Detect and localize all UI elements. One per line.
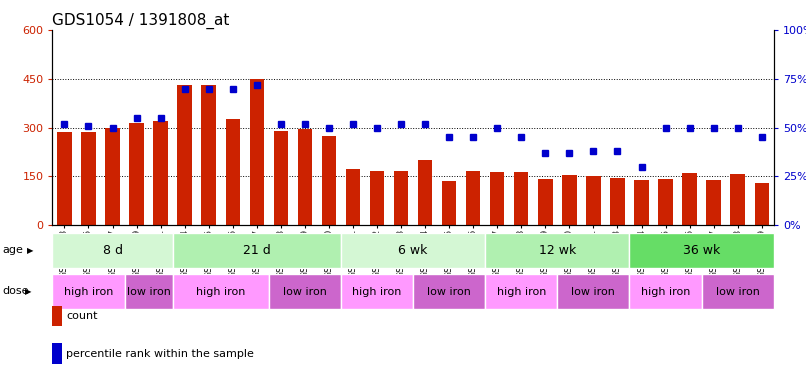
Bar — [172, 274, 268, 309]
Bar — [124, 274, 172, 309]
Bar — [562, 175, 576, 225]
Text: GDS1054 / 1391808_at: GDS1054 / 1391808_at — [52, 12, 230, 28]
Bar — [81, 132, 96, 225]
Bar — [153, 121, 168, 225]
Bar — [370, 171, 384, 225]
Bar — [52, 274, 125, 309]
Text: high iron: high iron — [64, 286, 113, 297]
Bar — [706, 180, 721, 225]
Bar — [683, 173, 697, 225]
Text: 36 wk: 36 wk — [683, 244, 721, 257]
Bar — [485, 232, 629, 268]
Bar — [629, 274, 701, 309]
Bar — [250, 79, 264, 225]
Bar — [273, 131, 288, 225]
Bar — [634, 180, 649, 225]
Bar — [341, 232, 485, 268]
Bar — [52, 232, 172, 268]
Text: ▶: ▶ — [25, 287, 31, 296]
Bar — [730, 174, 745, 225]
Bar — [586, 176, 600, 225]
Bar — [418, 160, 432, 225]
Bar — [346, 169, 360, 225]
Bar — [341, 274, 413, 309]
Bar — [701, 274, 774, 309]
Text: high iron: high iron — [641, 286, 690, 297]
Text: 6 wk: 6 wk — [398, 244, 428, 257]
Bar — [57, 132, 72, 225]
Bar — [202, 85, 216, 225]
Bar — [177, 85, 192, 225]
Bar — [659, 178, 673, 225]
Text: 12 wk: 12 wk — [538, 244, 576, 257]
Bar — [106, 128, 120, 225]
Text: low iron: low iron — [127, 286, 171, 297]
Bar — [226, 119, 240, 225]
Text: low iron: low iron — [427, 286, 471, 297]
Bar — [442, 181, 456, 225]
Text: 21 d: 21 d — [243, 244, 271, 257]
Text: high iron: high iron — [196, 286, 245, 297]
Text: dose: dose — [2, 286, 29, 296]
Bar — [413, 274, 485, 309]
Bar — [172, 232, 341, 268]
Bar — [129, 123, 143, 225]
Bar — [754, 183, 769, 225]
Bar — [538, 179, 553, 225]
Text: low iron: low iron — [571, 286, 615, 297]
Text: high iron: high iron — [496, 286, 546, 297]
Text: high iron: high iron — [352, 286, 401, 297]
Bar — [268, 274, 341, 309]
Text: ▶: ▶ — [27, 246, 34, 255]
Text: low iron: low iron — [716, 286, 759, 297]
Bar — [629, 232, 774, 268]
Bar — [322, 136, 336, 225]
Text: 8 d: 8 d — [102, 244, 123, 257]
Text: count: count — [66, 311, 98, 321]
Bar — [514, 172, 529, 225]
Bar — [297, 129, 312, 225]
Text: low iron: low iron — [283, 286, 326, 297]
Text: percentile rank within the sample: percentile rank within the sample — [66, 349, 254, 358]
Bar — [610, 178, 625, 225]
Text: age: age — [2, 245, 23, 255]
Bar — [485, 274, 557, 309]
Bar — [466, 171, 480, 225]
Bar — [394, 171, 409, 225]
Bar — [557, 274, 629, 309]
Bar — [490, 172, 505, 225]
